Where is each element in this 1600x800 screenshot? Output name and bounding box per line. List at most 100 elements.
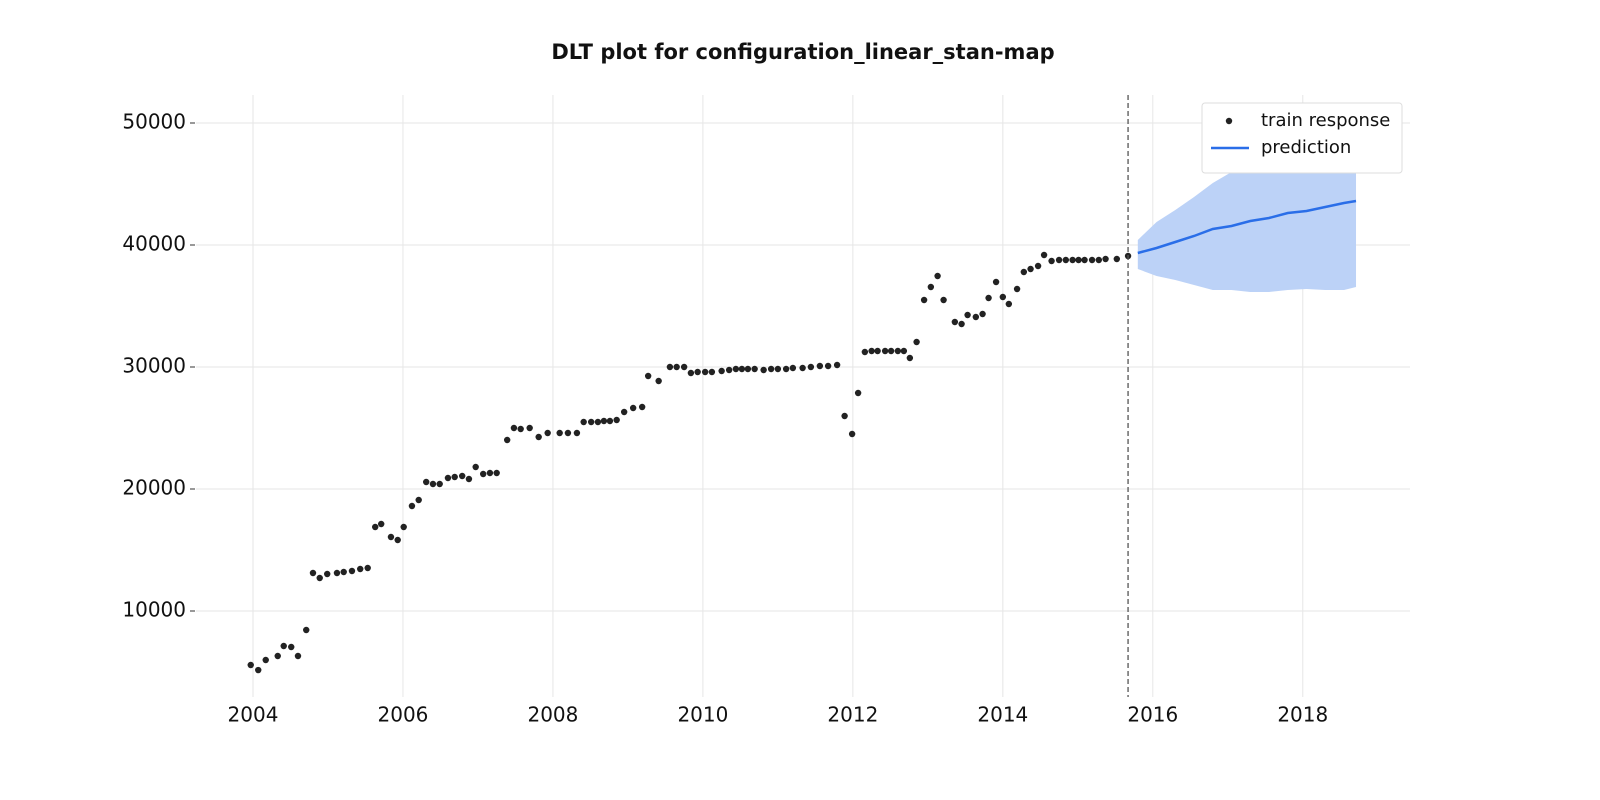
legend-box: [1201, 102, 1403, 174]
data-point: [1081, 256, 1088, 264]
data-point: [364, 564, 371, 572]
data-point: [429, 480, 437, 488]
data-point: [848, 430, 856, 438]
data-point: [824, 362, 832, 370]
data-point: [687, 369, 695, 377]
data-point: [274, 652, 281, 660]
data-point: [927, 283, 935, 291]
data-point: [503, 436, 511, 444]
data-point: [324, 570, 331, 578]
data-point: [861, 348, 869, 356]
data-point: [594, 418, 602, 426]
data-point: [958, 320, 965, 328]
data-point: [725, 366, 733, 374]
data-point: [280, 642, 287, 650]
data-point: [394, 536, 401, 544]
data-point: [799, 364, 806, 372]
data-point: [372, 523, 379, 531]
data-point: [920, 296, 928, 304]
legend: train response prediction: [1201, 102, 1403, 174]
x-tick-label: 2016: [1127, 703, 1178, 727]
data-point: [985, 294, 992, 302]
data-point: [1062, 256, 1070, 264]
data-point: [694, 368, 701, 376]
data-point: [387, 533, 395, 541]
data-point: [600, 417, 608, 425]
data-point: [841, 412, 848, 420]
data-point: [751, 365, 758, 373]
data-point: [340, 568, 347, 576]
data-point: [900, 347, 908, 355]
data-point: [408, 502, 416, 510]
data-point: [580, 418, 587, 426]
data-point: [951, 318, 959, 326]
data-point: [992, 278, 1000, 286]
data-point: [1020, 268, 1028, 276]
data-point: [887, 347, 895, 355]
data-point: [738, 365, 746, 373]
x-tick-label: 2012: [827, 703, 878, 727]
data-point: [894, 347, 902, 355]
x-tick-label: 2010: [677, 703, 728, 727]
data-point: [774, 365, 782, 373]
data-point: [782, 365, 790, 373]
data-point: [644, 372, 652, 380]
data-point: [964, 311, 971, 319]
data-point: [458, 472, 466, 480]
data-point: [348, 567, 356, 575]
data-point: [789, 364, 797, 372]
data-point: [1113, 255, 1121, 263]
y-tick-label: 50000: [122, 109, 186, 133]
data-point: [423, 478, 430, 486]
data-point: [874, 347, 881, 355]
data-point: [436, 480, 443, 488]
data-point: [868, 347, 875, 355]
data-point: [544, 429, 551, 437]
legend-marker: [1225, 117, 1233, 125]
data-point: [479, 470, 487, 478]
data-point: [760, 366, 767, 374]
data-point: [732, 365, 740, 373]
data-point: [979, 310, 986, 318]
data-point: [620, 408, 628, 416]
data-point: [316, 574, 323, 582]
data-point: [934, 272, 941, 280]
data-point: [854, 389, 862, 397]
data-point: [400, 523, 407, 531]
data-point: [833, 361, 841, 369]
prediction-line: [1137, 199, 1357, 255]
data-point: [680, 363, 688, 371]
data-point: [1005, 300, 1013, 308]
data-point: [1055, 256, 1063, 264]
data-point: [629, 404, 637, 412]
legend-label: prediction: [1261, 137, 1351, 158]
data-point: [744, 365, 752, 373]
data-point: [999, 293, 1007, 301]
data-point: [701, 368, 709, 376]
data-point: [333, 569, 341, 577]
x-tick-label: 2014: [977, 703, 1028, 727]
data-point: [587, 418, 595, 426]
data-point: [451, 473, 458, 481]
data-point: [1075, 256, 1082, 264]
data-point: [1069, 256, 1076, 264]
y-tick-label: 20000: [122, 476, 186, 500]
data-point: [767, 365, 775, 373]
data-point: [807, 363, 815, 371]
data-point: [972, 313, 980, 321]
data-point: [288, 643, 295, 651]
data-point: [673, 363, 680, 371]
x-tick-label: 2006: [378, 703, 429, 727]
legend-label: train response: [1261, 110, 1390, 131]
y-tick-label: 40000: [122, 231, 186, 255]
data-point: [613, 416, 620, 424]
data-point: [573, 429, 581, 437]
data-point: [378, 520, 385, 528]
chart-title: DLT plot for configuration_linear_stan-m…: [551, 40, 1054, 64]
data-point: [415, 496, 422, 504]
data-point: [1095, 256, 1103, 264]
data-point: [535, 433, 542, 441]
data-point: [465, 475, 473, 483]
data-point: [606, 417, 614, 425]
data-point: [262, 656, 269, 664]
